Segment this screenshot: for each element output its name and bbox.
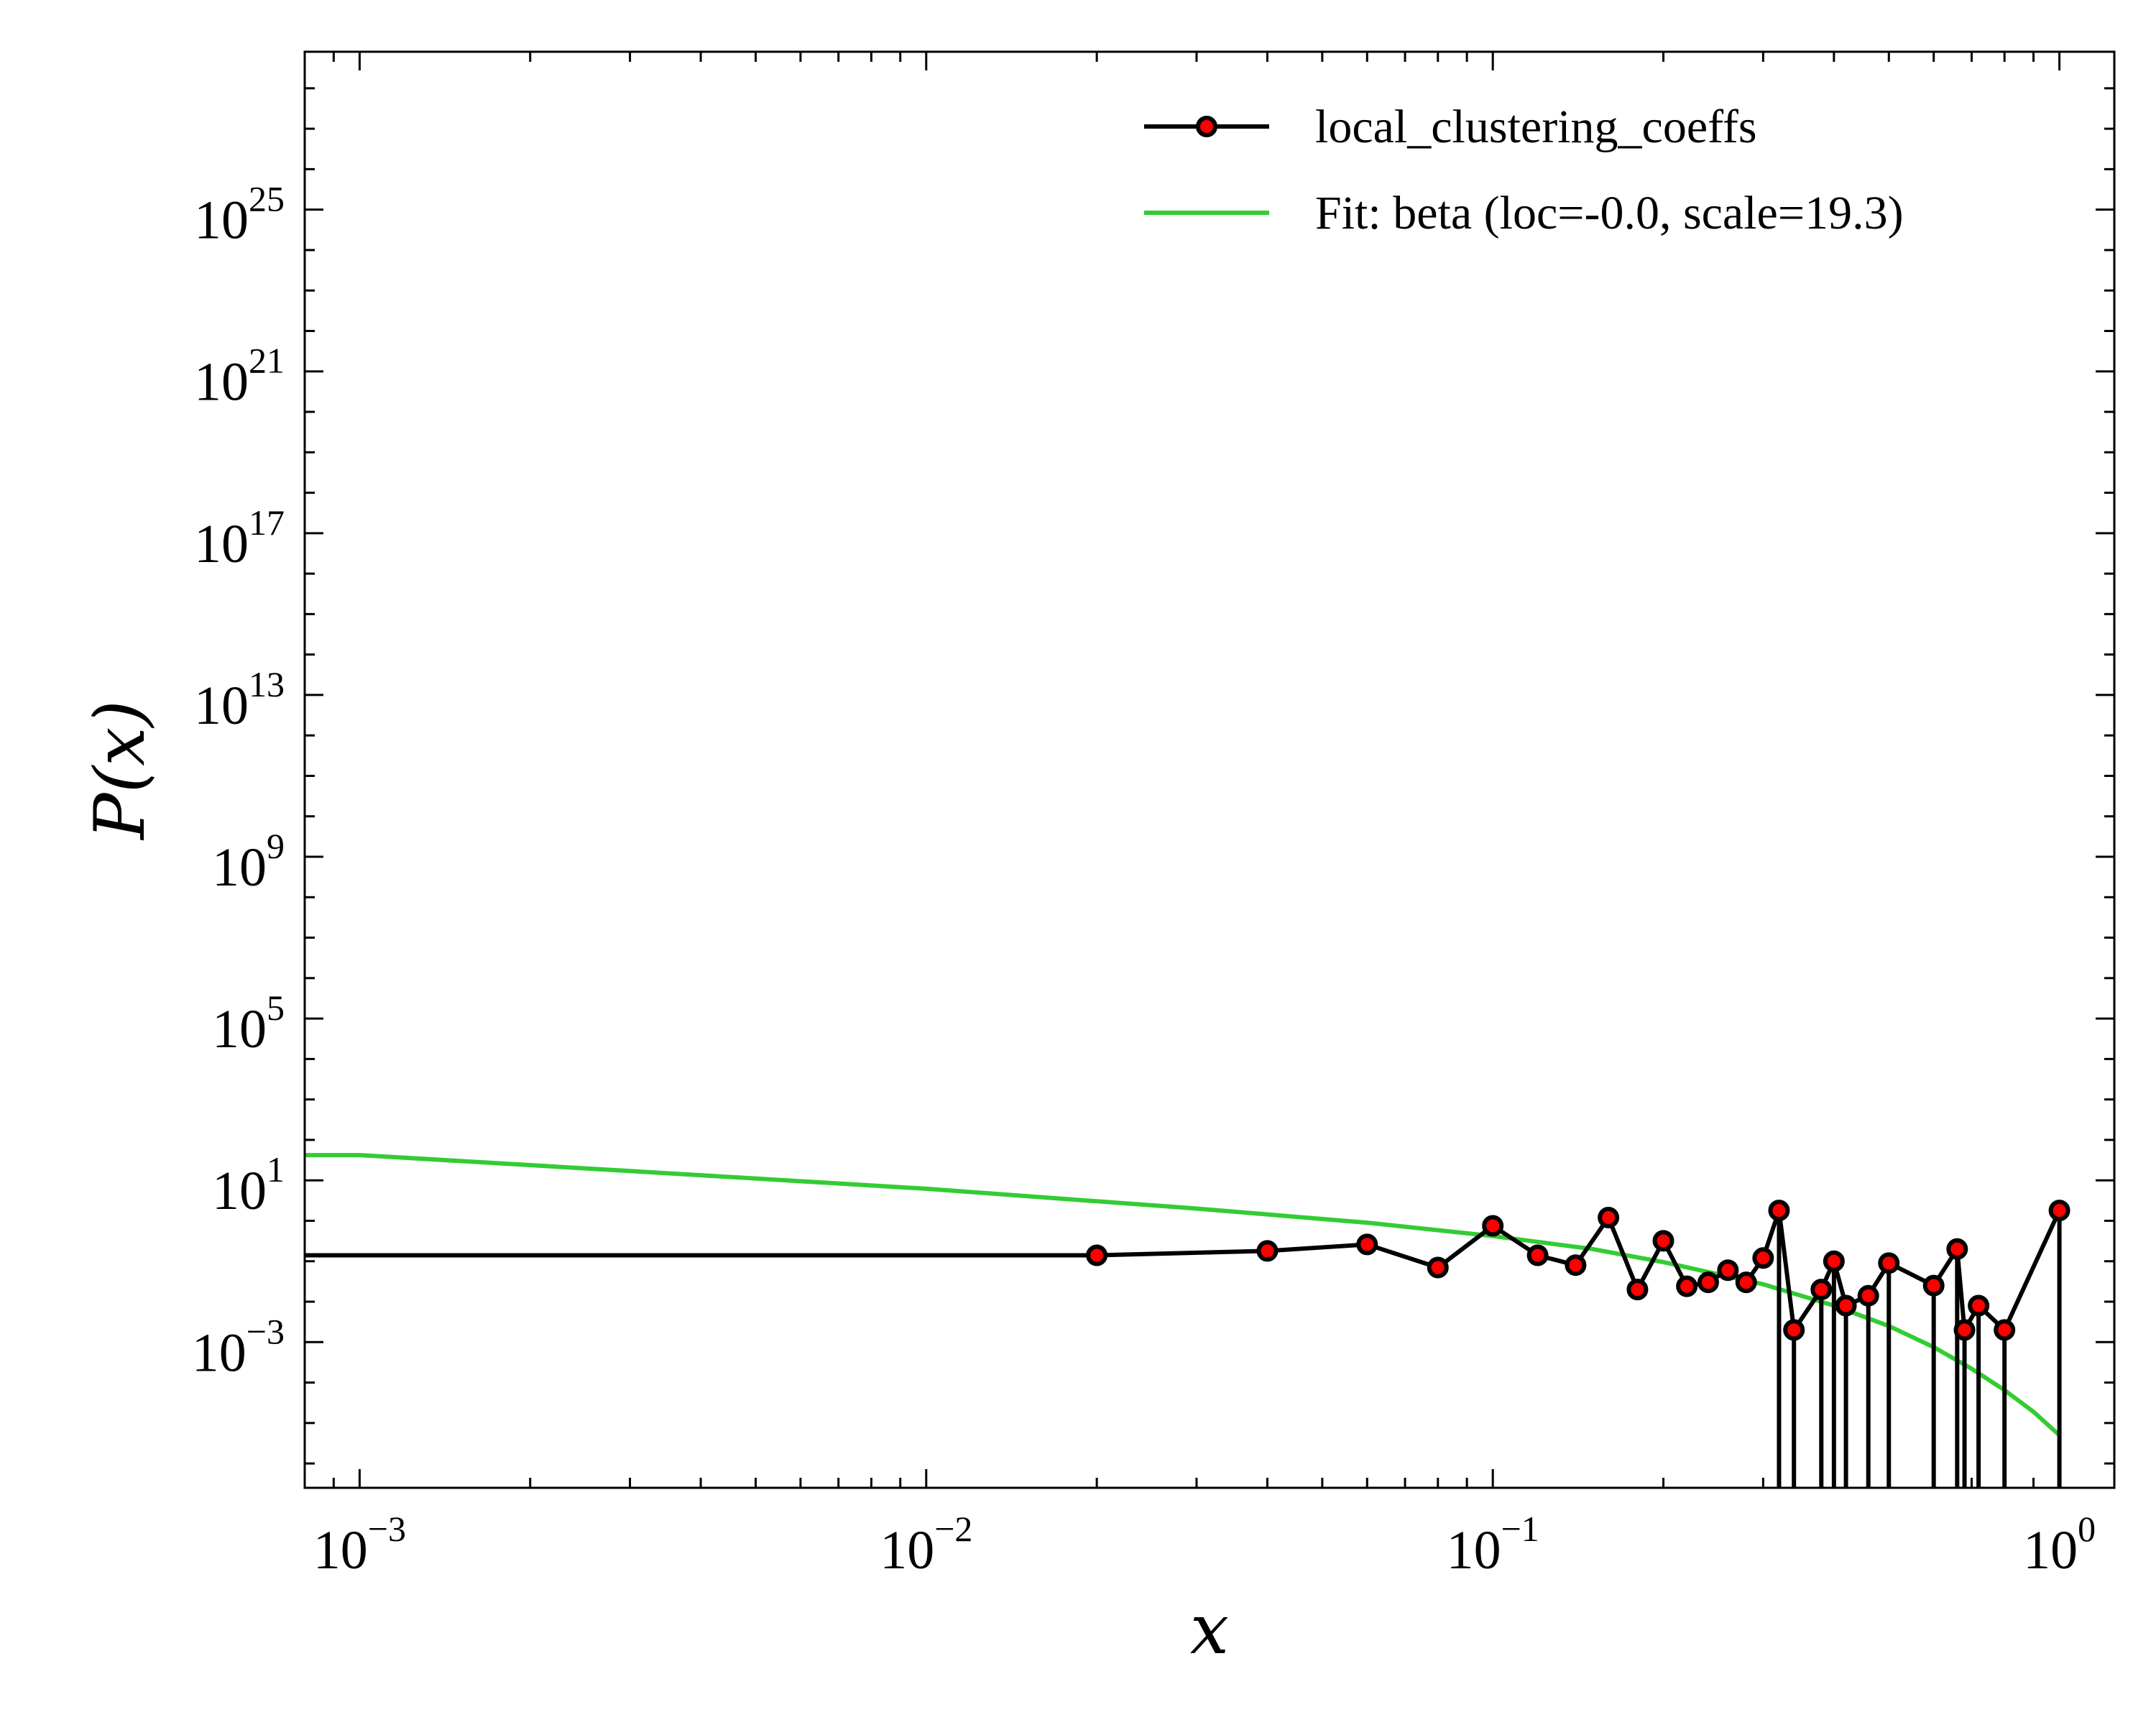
y-tick-label: 10−3	[192, 1311, 285, 1383]
clustering-point	[1857, 1284, 1879, 1307]
clustering-point	[1994, 1319, 2016, 1341]
clustering-point	[1835, 1294, 1857, 1317]
clustering-point	[1697, 1271, 1719, 1294]
clustering-point	[1652, 1230, 1674, 1252]
series-layer	[305, 1153, 2070, 1488]
x-tick-label: 10−2	[880, 1509, 972, 1581]
clustering-point	[1878, 1252, 1900, 1274]
x-tick-label: 100	[2023, 1509, 2096, 1581]
x-tick-label: 10−3	[313, 1509, 406, 1581]
x-axis-label: x	[1190, 1589, 1229, 1670]
clustering-point	[1565, 1254, 1587, 1276]
legend-label-clustering: local_clustering_coeffs	[1315, 101, 1757, 153]
clustering-point	[1717, 1259, 1739, 1282]
clustering-point	[1768, 1200, 1790, 1222]
clustering-point	[1676, 1275, 1698, 1297]
clustering-point	[2048, 1200, 2070, 1222]
y-tick-label: 101	[212, 1149, 285, 1221]
clustering-point	[1526, 1244, 1549, 1266]
clustering-point	[1752, 1247, 1774, 1269]
y-tick-label: 1021	[194, 341, 285, 413]
y-tick-label: 109	[212, 826, 285, 898]
y-tick-label: 1025	[194, 179, 285, 251]
clustering-point	[1735, 1271, 1757, 1294]
clustering-point	[1968, 1294, 1990, 1317]
clustering-point	[1256, 1240, 1279, 1262]
x-tick-label: 10−1	[1447, 1509, 1539, 1581]
clustering-point	[1922, 1274, 1945, 1297]
axis-ticks	[303, 52, 2114, 1488]
y-tick-label: 1017	[194, 502, 285, 574]
tick-labels: 10−3 10−2 10−1 100 10−3 101 105 109 1013 1017 1021…	[192, 179, 2096, 1581]
clustering-point	[1823, 1250, 1845, 1272]
legend: local_clustering_coeffs Fit: beta (loc=-…	[1144, 101, 1904, 239]
clustering-point	[1946, 1238, 1968, 1260]
clustering-point	[1783, 1319, 1805, 1341]
legend-marker-clustering	[1196, 116, 1217, 137]
fit-line	[305, 1153, 2061, 1438]
clustering-point	[1086, 1244, 1108, 1266]
clustering-point	[1953, 1319, 1976, 1341]
clustering-point	[1482, 1215, 1504, 1237]
clustering-point	[1356, 1233, 1378, 1256]
clustering-point	[1598, 1207, 1620, 1229]
clustering-point	[1810, 1279, 1833, 1301]
y-tick-label: 1013	[194, 664, 285, 736]
y-tick-label: 105	[212, 988, 285, 1059]
clustering-point	[1427, 1256, 1449, 1279]
y-axis-label: P(x)	[80, 700, 160, 841]
legend-label-fit: Fit: beta (loc=-0.0, scale=19.3)	[1315, 187, 1904, 239]
clustering-point	[1626, 1279, 1649, 1301]
plot-frame	[303, 50, 2116, 1489]
